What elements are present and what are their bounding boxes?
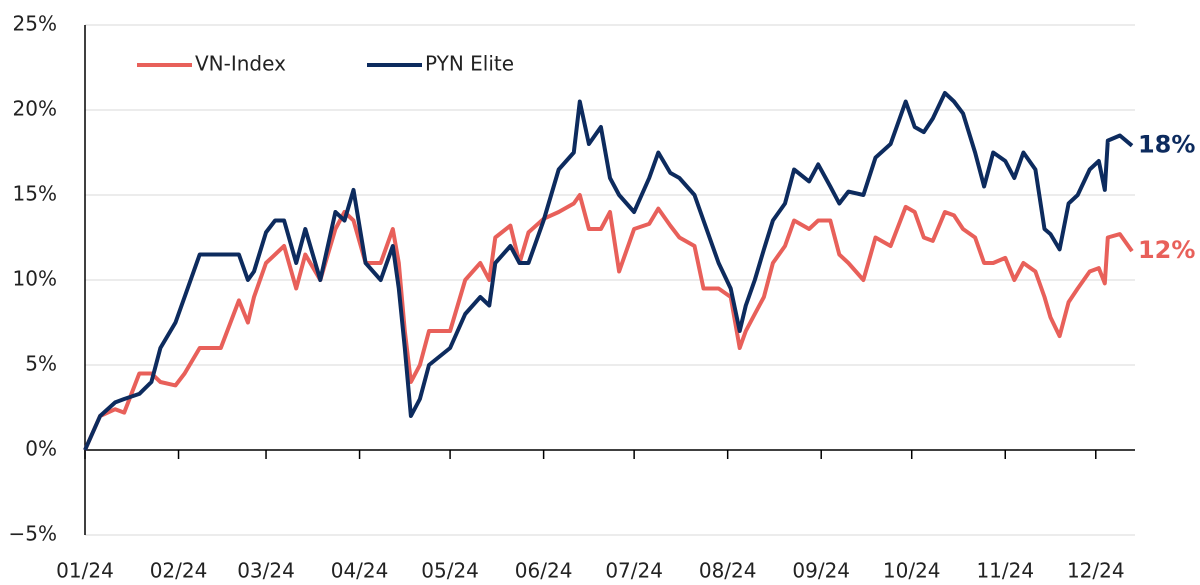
y-tick-label: 20%	[13, 97, 57, 121]
end-label: 12%	[1138, 236, 1195, 264]
series-line	[83, 91, 1134, 451]
legend-label: PYN Elite	[425, 52, 514, 76]
y-tick-label: 5%	[25, 352, 57, 376]
y-tick-label: 25%	[13, 12, 57, 36]
y-tick-label: 10%	[13, 267, 57, 291]
x-tick-label: 06/24	[515, 559, 573, 583]
y-tick-label: 15%	[13, 182, 57, 206]
x-tick-label: 09/24	[792, 559, 850, 583]
x-tick-label: 02/24	[150, 559, 208, 583]
x-tick-label: 01/24	[56, 559, 114, 583]
legend-label: VN-Index	[195, 52, 286, 76]
x-tick-label: 03/24	[237, 559, 295, 583]
y-tick-label: −5%	[9, 522, 58, 546]
x-tick-label: 07/24	[605, 559, 663, 583]
end-label: 18%	[1138, 131, 1195, 159]
y-tick-label: 0%	[25, 437, 57, 461]
x-tick-label: 05/24	[421, 559, 479, 583]
x-tick-label: 04/24	[331, 559, 389, 583]
x-tick-label: 12/24	[1067, 559, 1125, 583]
series-line	[83, 193, 1134, 451]
x-tick-label: 11/24	[976, 559, 1034, 583]
x-tick-label: 10/24	[883, 559, 941, 583]
x-tick-label: 08/24	[699, 559, 757, 583]
